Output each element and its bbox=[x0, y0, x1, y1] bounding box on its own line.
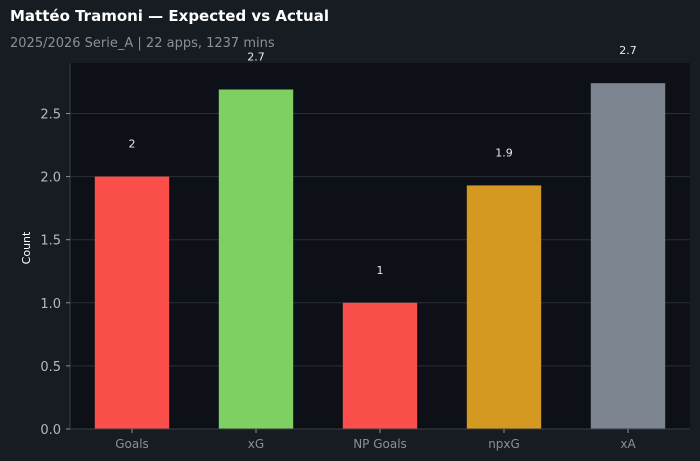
chart-title: Mattéo Tramoni — Expected vs Actual bbox=[10, 7, 329, 25]
x-axis: Goals xG NP Goals npxG xA bbox=[70, 428, 690, 451]
chart-subtitle: 2025/2026 Serie_A | 22 apps, 1237 mins bbox=[10, 36, 275, 51]
y-tick-label: 1.5 bbox=[40, 234, 61, 249]
bar[interactable] bbox=[342, 302, 418, 429]
x-tick-label: npxG bbox=[488, 437, 520, 451]
x-tick-label: Goals bbox=[115, 437, 149, 451]
y-axis: 0.0 0.5 1.0 1.5 2.0 2.5 bbox=[40, 63, 71, 438]
bar[interactable] bbox=[94, 176, 170, 429]
y-axis-label: Count bbox=[20, 231, 33, 264]
bars bbox=[94, 83, 666, 429]
bar[interactable] bbox=[590, 83, 666, 429]
value-labels: 2 2.7 1 1.9 2.7 bbox=[129, 44, 637, 277]
y-tick-label: 2.5 bbox=[40, 107, 61, 122]
data-label: 1.9 bbox=[495, 146, 513, 159]
x-tick-label: xA bbox=[620, 437, 636, 451]
bar[interactable] bbox=[218, 89, 294, 429]
x-tick-label: NP Goals bbox=[353, 437, 407, 451]
data-label: 1 bbox=[377, 264, 384, 277]
bar[interactable] bbox=[466, 185, 542, 429]
data-label: 2.7 bbox=[619, 44, 637, 57]
data-label: 2 bbox=[129, 138, 136, 151]
x-tick-label: xG bbox=[248, 437, 264, 451]
y-tick-label: 2.0 bbox=[40, 171, 61, 186]
data-label: 2.7 bbox=[247, 51, 265, 64]
y-tick-label: 0.0 bbox=[40, 423, 61, 438]
y-tick-label: 1.0 bbox=[40, 297, 61, 312]
y-tick-label: 0.5 bbox=[40, 360, 61, 375]
